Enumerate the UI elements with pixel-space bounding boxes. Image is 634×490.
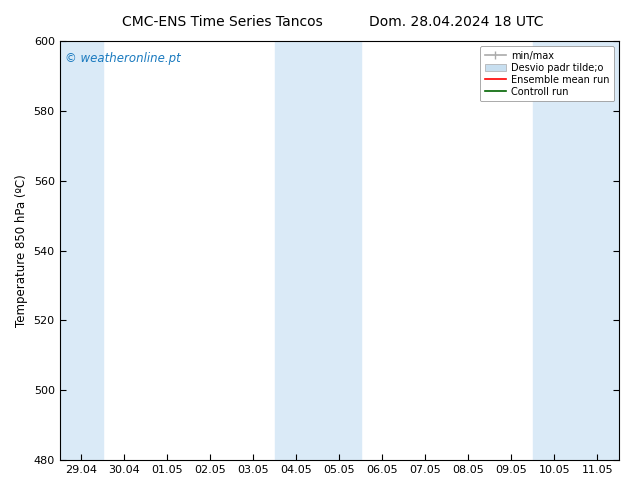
Y-axis label: Temperature 850 hPa (ºC): Temperature 850 hPa (ºC) bbox=[15, 174, 28, 327]
Text: CMC-ENS Time Series Tancos: CMC-ENS Time Series Tancos bbox=[122, 15, 322, 29]
Bar bbox=[60, 41, 103, 460]
Text: © weatheronline.pt: © weatheronline.pt bbox=[65, 51, 181, 65]
Legend: min/max, Desvio padr tilde;o, Ensemble mean run, Controll run: min/max, Desvio padr tilde;o, Ensemble m… bbox=[480, 46, 614, 101]
Bar bbox=[275, 41, 361, 460]
Bar bbox=[533, 41, 619, 460]
Text: Dom. 28.04.2024 18 UTC: Dom. 28.04.2024 18 UTC bbox=[369, 15, 544, 29]
